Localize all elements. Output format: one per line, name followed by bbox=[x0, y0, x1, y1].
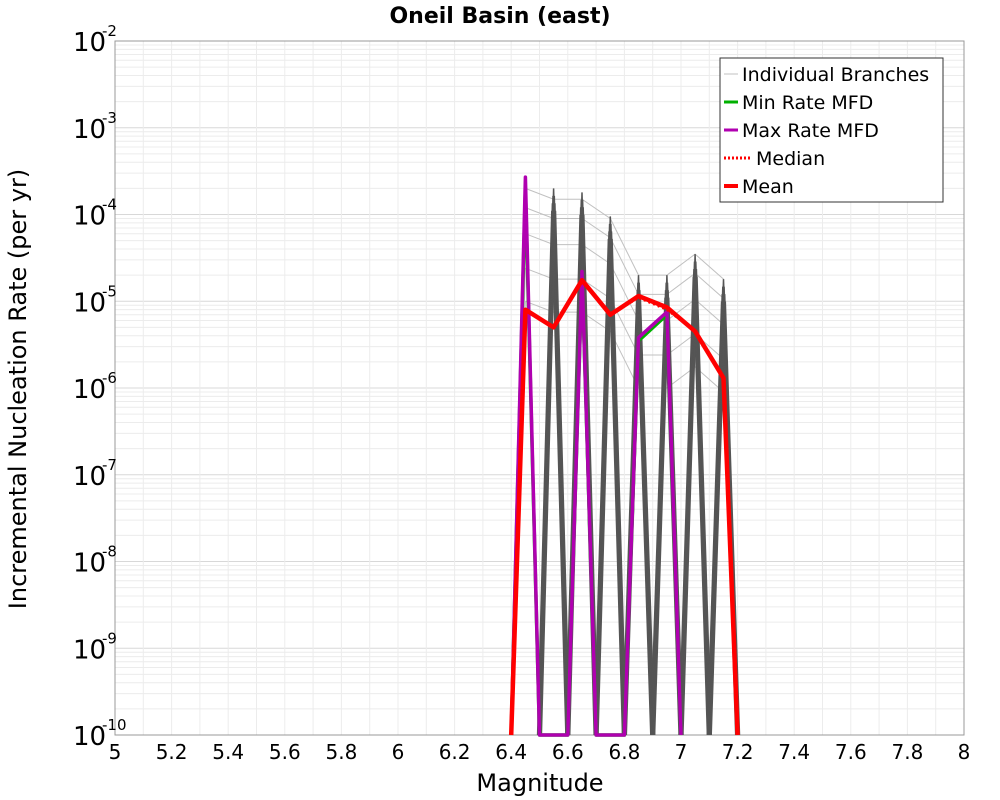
individual-branch-line bbox=[510, 300, 739, 736]
y-tick-exponent: -6 bbox=[102, 369, 117, 387]
branch-spike bbox=[682, 276, 712, 736]
x-tick-label: 6 bbox=[392, 740, 405, 764]
y-axis-label: Incremental Nucleation Rate (per yr) bbox=[4, 169, 32, 609]
y-tick-base: 10 bbox=[73, 115, 106, 145]
branch-spike bbox=[540, 210, 571, 736]
y-tick-exponent: -2 bbox=[102, 22, 117, 40]
x-tick-labels: 5 5.2 5.4 5.6 5.8 6 6.2 6.4 6.6 6.8 7 7.2 7.4 7.6 7.8 8 bbox=[109, 740, 971, 764]
x-tick-label: 5 bbox=[109, 740, 122, 764]
x-tick-label: 6.4 bbox=[495, 740, 527, 764]
y-tick-label: 10-10 bbox=[73, 716, 127, 752]
individual-branch-line bbox=[510, 206, 739, 736]
y-tick-label: 10-9 bbox=[73, 629, 117, 665]
individual-branch-line bbox=[510, 187, 739, 736]
legend-label: Median bbox=[756, 148, 825, 170]
legend-item: Individual Branches bbox=[724, 64, 929, 86]
legend-label: Individual Branches bbox=[742, 64, 929, 86]
series-individual-branches bbox=[510, 187, 739, 736]
legend-item: Mean bbox=[724, 176, 794, 198]
legend-label: Max Rate MFD bbox=[742, 120, 879, 142]
y-tick-base: 10 bbox=[73, 288, 106, 318]
y-tick-base: 10 bbox=[73, 549, 106, 579]
y-tick-exponent: -7 bbox=[102, 456, 117, 474]
x-tick-label: 6.2 bbox=[439, 740, 471, 764]
x-axis-label: Magnitude bbox=[476, 769, 603, 797]
series-layer bbox=[508, 175, 741, 737]
legend-item: Min Rate MFD bbox=[724, 92, 873, 114]
y-tick-label: 10-3 bbox=[73, 109, 117, 145]
x-tick-label: 7.2 bbox=[722, 740, 754, 764]
y-tick-label: 10-5 bbox=[73, 282, 117, 318]
x-tick-label: 6.6 bbox=[552, 740, 584, 764]
x-tick-label: 5.4 bbox=[212, 740, 244, 764]
y-tick-base: 10 bbox=[73, 462, 106, 492]
x-tick-label: 7 bbox=[675, 740, 688, 764]
legend: Individual Branches Min Rate MFD Max Rate … bbox=[719, 57, 944, 203]
y-tick-base: 10 bbox=[73, 635, 106, 665]
x-tick-label: 5.2 bbox=[156, 740, 188, 764]
x-tick-label: 7.8 bbox=[891, 740, 923, 764]
y-tick-base: 10 bbox=[73, 722, 106, 752]
legend-item: Max Rate MFD bbox=[724, 120, 879, 142]
y-tick-exponent: -8 bbox=[102, 543, 117, 561]
series-max-rate-mfd bbox=[509, 175, 683, 737]
y-tick-label: 10-8 bbox=[73, 543, 117, 579]
y-tick-exponent: -4 bbox=[102, 196, 117, 214]
y-tick-exponent: -10 bbox=[102, 716, 127, 734]
y-tick-label: 10-2 bbox=[73, 22, 117, 58]
y-tick-exponent: -9 bbox=[102, 629, 117, 647]
x-tick-label: 8 bbox=[958, 740, 971, 764]
y-tick-label: 10-6 bbox=[73, 369, 117, 405]
y-tick-exponent: -3 bbox=[102, 109, 117, 127]
y-tick-label: 10-4 bbox=[73, 196, 117, 232]
individual-branch-line bbox=[510, 232, 739, 736]
y-tick-label: 10-7 bbox=[73, 456, 117, 492]
x-tick-label: 5.6 bbox=[269, 740, 301, 764]
legend-box bbox=[719, 57, 944, 203]
y-tick-exponent: -5 bbox=[102, 282, 117, 300]
y-tick-base: 10 bbox=[73, 28, 106, 58]
branch-spike bbox=[597, 238, 628, 736]
chart-title: Oneil Basin (east) bbox=[389, 4, 610, 29]
legend-label: Min Rate MFD bbox=[742, 92, 873, 114]
x-tick-label: 6.8 bbox=[608, 740, 640, 764]
y-tick-base: 10 bbox=[73, 375, 106, 405]
branch-spike bbox=[710, 301, 741, 736]
x-tick-label: 7.6 bbox=[835, 740, 867, 764]
y-tick-base: 10 bbox=[73, 202, 106, 232]
branch-spike bbox=[653, 297, 684, 736]
series-mean bbox=[508, 277, 740, 736]
individual-branch-line bbox=[510, 267, 739, 736]
legend-label: Mean bbox=[742, 176, 794, 198]
x-tick-label: 7.4 bbox=[778, 740, 810, 764]
legend-item: Median bbox=[724, 148, 825, 170]
x-tick-label: 5.8 bbox=[325, 740, 357, 764]
